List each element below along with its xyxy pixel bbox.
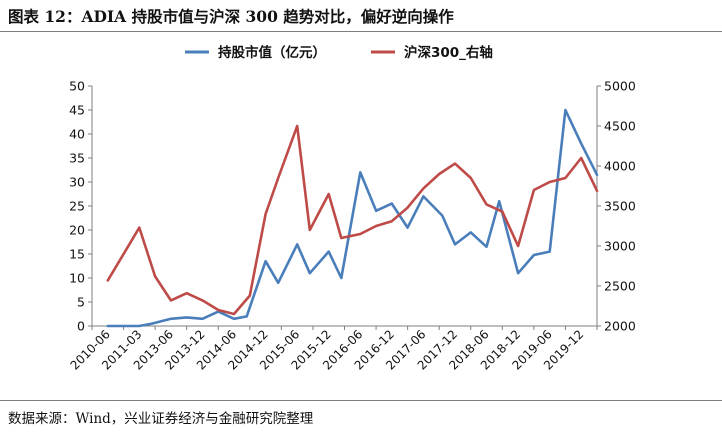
- source-note: 数据来源：Wind，兴业证券经济与金融研究院整理: [8, 411, 314, 427]
- right-tick-label: 2000: [604, 319, 636, 334]
- left-tick-label: 20: [69, 223, 85, 238]
- chart-legend: 持股市值（亿元） 沪深300_右轴: [185, 44, 493, 61]
- right-tick-label: 3000: [604, 239, 636, 254]
- holding-value-series-line: [106, 108, 599, 328]
- right-tick-label: 3500: [604, 199, 636, 214]
- left-tick-label: 5: [77, 295, 85, 310]
- left-tick-label: 10: [69, 271, 85, 286]
- title-divider: [0, 31, 722, 32]
- left-tick-label: 30: [69, 175, 85, 190]
- left-tick-label: 35: [69, 151, 85, 166]
- right-tick-label: 5000: [604, 79, 636, 94]
- legend-label-holding-value: 持股市值（亿元）: [218, 44, 326, 61]
- right-tick-label: 4500: [604, 119, 636, 134]
- left-tick-label: 50: [69, 79, 85, 94]
- legend-label-csi300: 沪深300_右轴: [404, 44, 493, 61]
- figure-title: 图表 12：ADIA 持股市值与沪深 300 趋势对比，偏好逆向操作: [8, 7, 454, 26]
- line-chart: 持股市值（亿元） 沪深300_右轴 0 5 10 15 20 25 30 35 40 45 50 200…: [68, 44, 636, 373]
- left-tick-label: 0: [77, 319, 85, 334]
- left-tick-label: 15: [69, 247, 85, 262]
- source-divider: [0, 400, 722, 401]
- chart-series: [106, 108, 599, 328]
- left-tick-label: 45: [69, 103, 85, 118]
- right-tick-label: 2500: [604, 279, 636, 294]
- csi300-series-line: [106, 124, 599, 316]
- left-tick-label: 40: [69, 127, 85, 142]
- left-tick-label: 25: [69, 199, 85, 214]
- right-tick-label: 4000: [604, 159, 636, 174]
